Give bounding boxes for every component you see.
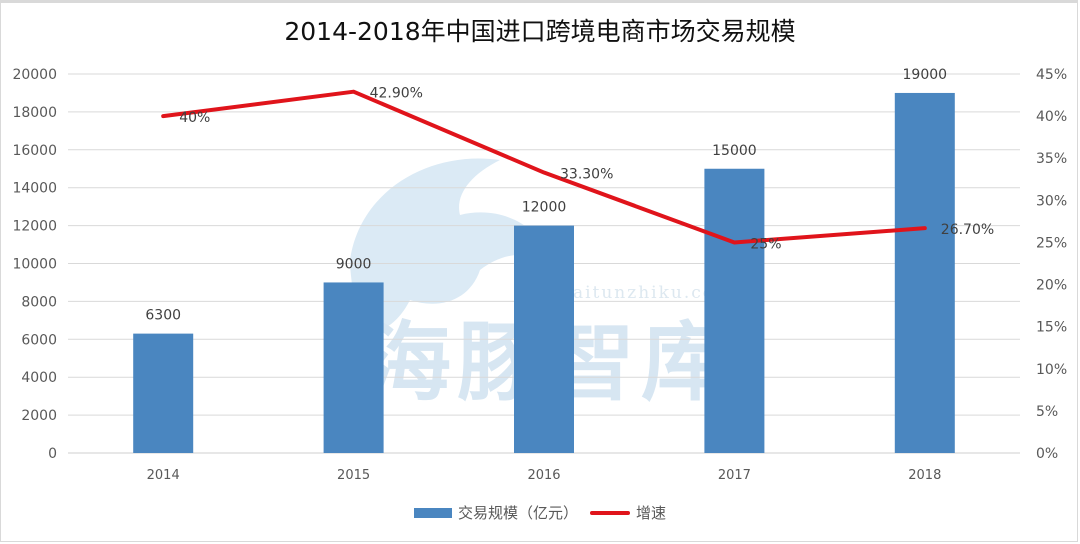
right-axis-tick-label: 0%: [1036, 446, 1058, 462]
left-axis-tick-label: 14000: [12, 181, 57, 197]
right-axis-tick-label: 10%: [1036, 362, 1067, 378]
left-axis-tick-label: 4000: [21, 370, 57, 386]
legend-item-bar[interactable]: 交易规模（亿元）: [413, 502, 578, 523]
line-value-label: 26.70%: [941, 222, 994, 238]
right-axis-tick-label: 25%: [1036, 235, 1067, 251]
right-axis-tick-label: 30%: [1036, 193, 1067, 209]
right-axis-tick-label: 20%: [1036, 278, 1067, 294]
legend-label-bar: 交易规模（亿元）: [457, 504, 578, 522]
bar-2018[interactable]: [894, 92, 955, 453]
x-axis-tick-label: 2016: [527, 468, 560, 483]
right-axis-ticks: 0% 5% 10% 15% 20% 25% 30% 35% 40% 45%: [1036, 67, 1067, 462]
right-axis-tick-label: 5%: [1036, 404, 1058, 420]
x-axis-tick-label: 2015: [337, 468, 370, 483]
line-value-label: 42.90%: [370, 86, 423, 102]
right-axis-tick-label: 40%: [1036, 109, 1067, 125]
left-axis-tick-label: 8000: [21, 294, 57, 310]
left-axis-tick-label: 16000: [12, 143, 57, 159]
left-axis-tick-label: 18000: [12, 105, 57, 121]
bar-value-label: 12000: [522, 200, 567, 216]
x-axis-tick-label: 2014: [147, 468, 180, 483]
legend-label-line: 增速: [636, 504, 667, 522]
left-axis-ticks: 0 2000 4000 6000 8000 10000 12000 14000 16000 180…: [12, 67, 57, 462]
right-axis-tick-label: 35%: [1036, 151, 1067, 167]
chart-title: 2014-2018年中国进口跨境电商市场交易规模: [284, 17, 796, 46]
left-axis-tick-label: 2000: [21, 408, 57, 424]
line-swatch-icon: [590, 510, 630, 515]
watermark-url: haitunzhiku.com: [560, 283, 733, 303]
bar-value-label: 19000: [903, 67, 948, 83]
line-series: 40% 42.90% 33.30% 25% 26.70%: [161, 86, 994, 252]
bar-value-label: 6300: [145, 308, 181, 324]
left-axis-tick-label: 10000: [12, 257, 57, 273]
x-axis-labels: 2014 2015 2016 2017 2018: [147, 468, 942, 483]
growth-line[interactable]: [161, 89, 927, 245]
bar-2017[interactable]: [704, 168, 765, 453]
x-axis-tick-label: 2017: [718, 468, 751, 483]
left-axis-tick-label: 6000: [21, 332, 57, 348]
right-axis-tick-label: 45%: [1036, 67, 1067, 83]
bar-2016[interactable]: [514, 225, 574, 453]
legend: 交易规模（亿元） 增速: [0, 502, 1080, 523]
bar-2014[interactable]: [133, 333, 194, 453]
legend-item-line[interactable]: 增速: [590, 502, 666, 523]
line-value-label: 25%: [750, 236, 781, 252]
bar-value-label: 9000: [336, 256, 372, 272]
watermark-dolphin-icon: [345, 158, 550, 334]
bar-series: 6300 9000 12000 15000 19000: [133, 67, 955, 453]
right-axis-tick-label: 15%: [1036, 320, 1067, 336]
line-value-label: 33.30%: [560, 167, 613, 183]
bar-value-label: 15000: [712, 143, 757, 159]
x-axis-tick-label: 2018: [908, 468, 941, 483]
left-axis-tick-label: 12000: [12, 219, 57, 235]
left-axis-tick-label: 20000: [12, 67, 57, 83]
bar-2015[interactable]: [323, 282, 384, 453]
line-value-label: 40%: [179, 110, 210, 126]
left-axis-tick-label: 0: [48, 446, 57, 462]
bar-swatch-icon: [413, 507, 452, 518]
